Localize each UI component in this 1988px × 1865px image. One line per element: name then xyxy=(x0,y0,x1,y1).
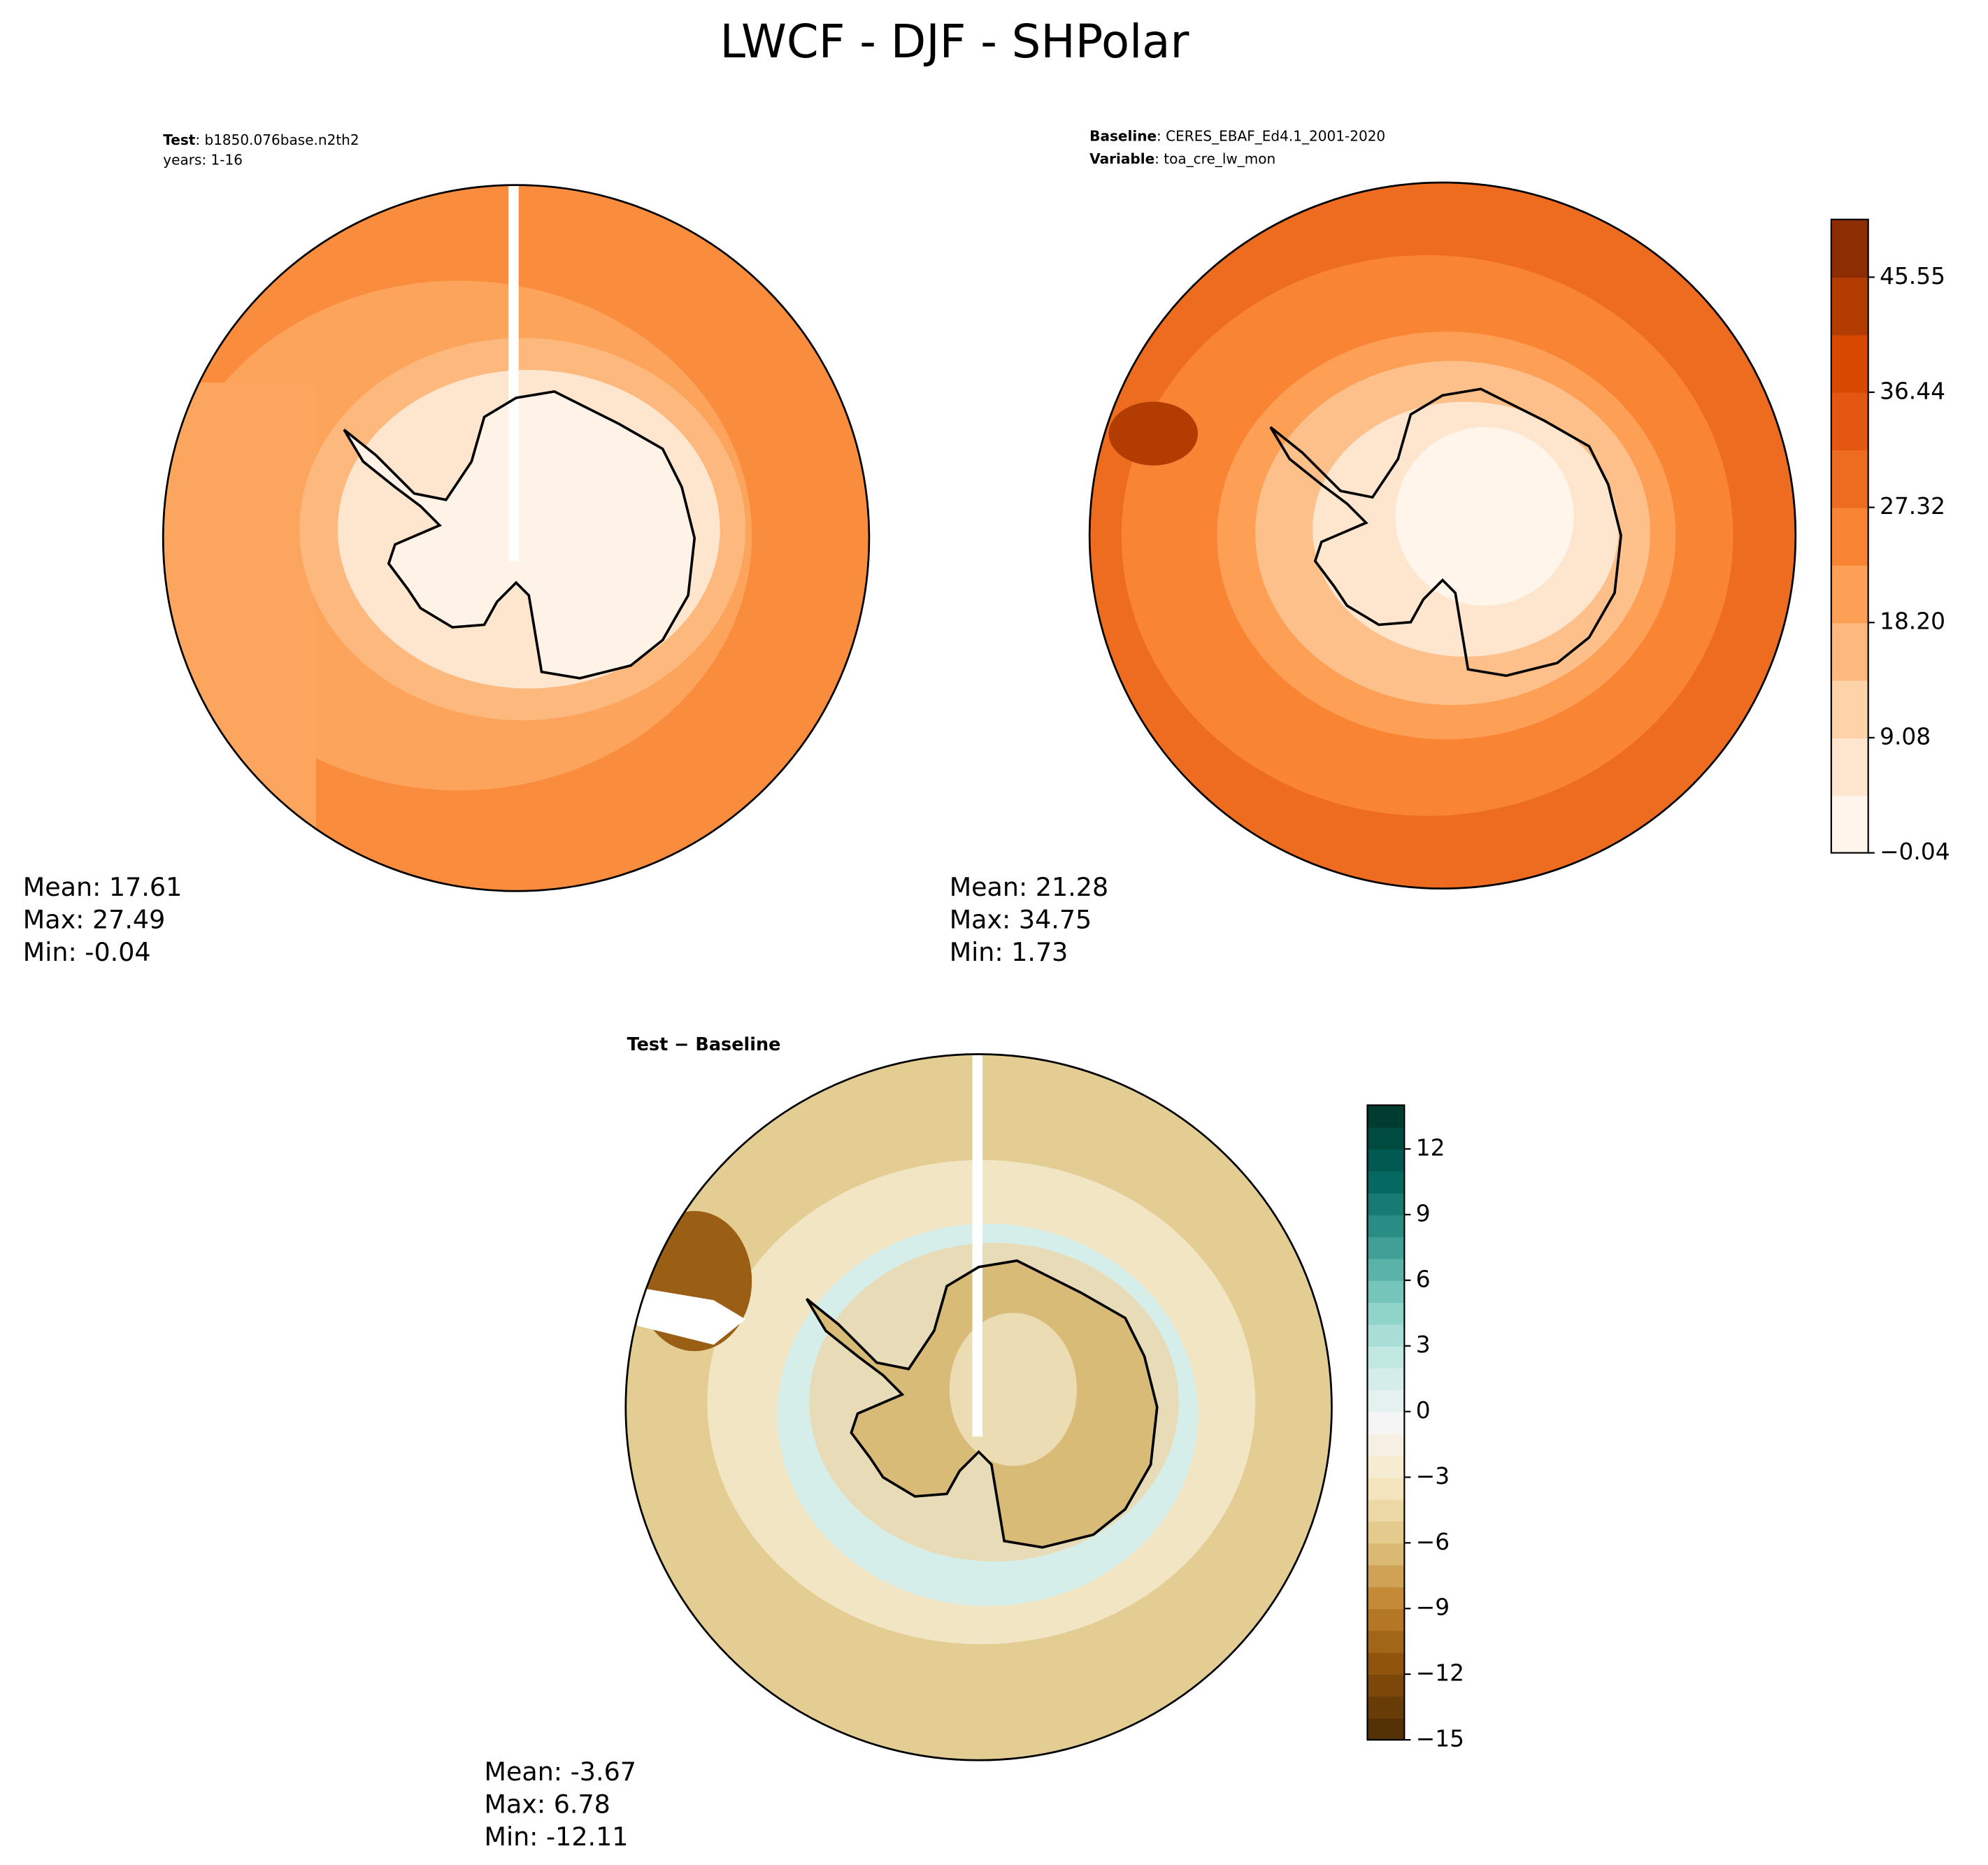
stat: Min: 1.73 xyxy=(950,937,1068,967)
colorbar-band xyxy=(1831,622,1868,681)
stat: Mean: 17.61 xyxy=(23,872,182,902)
colorbar-band xyxy=(1367,1214,1405,1238)
colorbar-tick-label: 9.08 xyxy=(1880,723,1931,750)
panel-subtitle: years: 1-16 xyxy=(163,152,243,169)
colorbar-band xyxy=(1367,1105,1405,1128)
colorbar-tick-label: 27.32 xyxy=(1880,493,1945,520)
colorbar-band xyxy=(1367,1564,1405,1587)
colorbar-tick-label: −12 xyxy=(1416,1660,1464,1687)
panel-label: Baseline: CERES_EBAF_Ed4.1_2001-2020 xyxy=(1089,127,1385,144)
map-border xyxy=(624,1053,1333,1762)
colorbar-band xyxy=(1367,1543,1405,1566)
colorbar-band xyxy=(1831,450,1868,508)
colorbar-band xyxy=(1831,507,1868,566)
colorbar-band xyxy=(1367,1280,1405,1303)
colorbar-tick-label: −15 xyxy=(1416,1726,1464,1752)
panel-label: Test: b1850.076base.n2th2 xyxy=(163,131,359,148)
colorbar-band xyxy=(1831,795,1868,854)
colorbar-band xyxy=(1367,1586,1405,1610)
map-difference xyxy=(625,1054,1332,1761)
stat: Max: 34.75 xyxy=(950,905,1092,935)
colorbar-tick-label: 3 xyxy=(1416,1331,1431,1358)
colorbar-band xyxy=(1367,1652,1405,1675)
stat: Min: -0.04 xyxy=(23,937,151,967)
colorbar-tick-label: −9 xyxy=(1416,1594,1450,1621)
colorbar-band xyxy=(1367,1345,1405,1369)
figure-title: LWCF - DJF - SHPolar xyxy=(720,15,1189,69)
colorbar-band xyxy=(1367,1367,1405,1391)
panel-subtitle: Variable: toa_cre_lw_mon xyxy=(1089,150,1275,167)
colorbar-band xyxy=(1367,1192,1405,1215)
colorbar-tick-label: 18.20 xyxy=(1880,608,1945,635)
colorbar-band xyxy=(1367,1630,1405,1653)
colorbar-band xyxy=(1367,1127,1405,1150)
colorbar-band xyxy=(1367,1455,1405,1478)
panel-label: Test − Baseline xyxy=(627,1034,781,1055)
colorbar-band xyxy=(1367,1477,1405,1500)
colorbar-band xyxy=(1367,1236,1405,1259)
colorbar-band xyxy=(1831,392,1868,451)
colorbar-band xyxy=(1831,737,1868,796)
colorbar-frame xyxy=(1830,218,1869,854)
colorbar-band xyxy=(1367,1608,1405,1631)
colorbar-band xyxy=(1367,1411,1405,1434)
colorbar-band xyxy=(1367,1499,1405,1522)
colorbar-tick-label: 12 xyxy=(1416,1135,1445,1162)
colorbar-band xyxy=(1367,1717,1405,1741)
colorbar-band xyxy=(1367,1302,1405,1325)
colorbar-tick-label: −0.04 xyxy=(1880,838,1950,865)
colorbar-tick-label: 45.55 xyxy=(1880,263,1945,290)
colorbar-band xyxy=(1831,564,1868,624)
colorbar-band xyxy=(1367,1258,1405,1281)
colorbar-band xyxy=(1367,1521,1405,1544)
stat: Min: -12.11 xyxy=(485,1822,629,1852)
map-baseline xyxy=(1089,182,1796,889)
colorbar-band xyxy=(1831,277,1868,336)
colorbar-band xyxy=(1367,1696,1405,1719)
colorbar-frame xyxy=(1366,1104,1406,1741)
map-border xyxy=(162,184,871,892)
colorbar-band xyxy=(1831,680,1868,738)
colorbar-band xyxy=(1367,1433,1405,1457)
colorbar-band xyxy=(1831,219,1868,278)
colorbar-band xyxy=(1367,1324,1405,1347)
colorbar-tick-label: 9 xyxy=(1416,1200,1431,1227)
stat: Max: 27.49 xyxy=(23,905,166,935)
colorbar-band xyxy=(1367,1674,1405,1697)
colorbar-tick-label: −6 xyxy=(1416,1529,1450,1555)
stat: Mean: -3.67 xyxy=(485,1757,636,1787)
colorbar-tick-label: 6 xyxy=(1416,1266,1431,1292)
map-border xyxy=(1088,181,1797,889)
colorbar-tick-label: 0 xyxy=(1416,1397,1431,1424)
stat: Max: 6.78 xyxy=(485,1789,610,1819)
colorbar-tick-label: −3 xyxy=(1416,1463,1450,1489)
colorbar-band xyxy=(1367,1149,1405,1172)
colorbar-band xyxy=(1367,1171,1405,1194)
colorbar-band xyxy=(1367,1389,1405,1413)
stat: Mean: 21.28 xyxy=(950,872,1108,902)
colorbar-tick-label: 36.44 xyxy=(1880,378,1945,404)
colorbar-band xyxy=(1831,334,1868,393)
